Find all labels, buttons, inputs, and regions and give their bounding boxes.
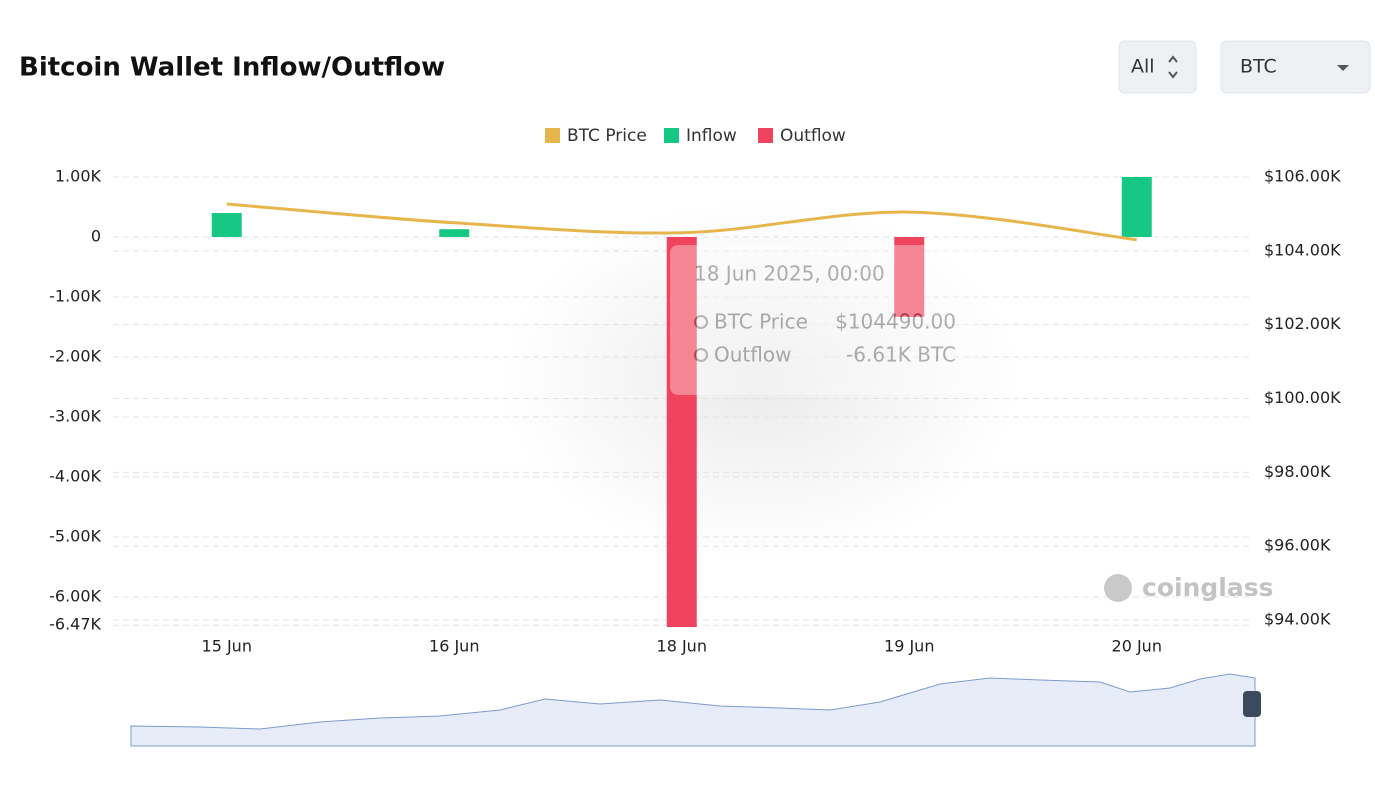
watermark: coinglass (1142, 573, 1273, 602)
y2-tick-label: $94.00K (1264, 610, 1331, 629)
x-tick-label: 19 Jun (884, 637, 934, 656)
y-tick-label: -5.00K (49, 527, 101, 546)
y2-tick-label: $96.00K (1264, 536, 1331, 555)
y2-tick-label: $102.00K (1264, 314, 1341, 333)
y2-tick-label: $100.00K (1264, 388, 1341, 407)
y-tick-label: -2.00K (49, 347, 101, 366)
plot-area (211, 177, 1152, 627)
y2-tick-label: $98.00K (1264, 462, 1331, 481)
bar (894, 237, 925, 317)
bar (439, 229, 470, 237)
tooltip-value: $104490.00 (835, 310, 956, 334)
navigator-area (130, 673, 1256, 747)
range-label: All (1131, 56, 1155, 78)
select-icon (1168, 55, 1178, 79)
watermark-logo (1104, 574, 1132, 602)
tooltip-box (670, 245, 980, 395)
tooltip-key: Outflow (714, 343, 791, 367)
bar (666, 237, 697, 627)
tooltip-dot (694, 315, 708, 329)
chart-title: Bitcoin Wallet Inflow/Outflow (19, 53, 445, 83)
price-line (226, 202, 1137, 242)
range-select[interactable] (1118, 40, 1197, 94)
legend-label: Outflow (780, 126, 846, 146)
y2-tick-label: $104.00K (1264, 240, 1341, 259)
y-tick-label: -4.00K (49, 467, 101, 486)
bar (1121, 177, 1152, 237)
tooltip-key: BTC Price (714, 310, 808, 334)
tooltip: 18 Jun 2025, 00:00 BTC Price $104490.00 … (670, 245, 980, 395)
legend-swatch (664, 128, 679, 143)
y-tick-label: -6.47K (49, 615, 101, 634)
asset-label: BTC (1240, 56, 1277, 78)
legend-swatch (545, 128, 560, 143)
y-tick-label: -6.00K (49, 587, 101, 606)
x-tick-label: 20 Jun (1112, 637, 1162, 656)
tooltip-dot (694, 348, 708, 362)
y2-tick-label: $106.00K (1264, 167, 1341, 186)
asset-select[interactable] (1220, 40, 1371, 94)
x-tick-label: 18 Jun (657, 637, 707, 656)
dropdown-icon (1337, 65, 1349, 71)
legend-label: Inflow (686, 126, 737, 146)
tooltip-title: 18 Jun 2025, 00:00 (694, 262, 885, 286)
marks: 1.00K 0 -1.00K -2.00K -3.00K -4.00K -5.00K -6.0… (49, 126, 1341, 656)
tooltip-shadow (500, 200, 1020, 560)
x-tick-label: 16 Jun (429, 637, 479, 656)
y-tick-label: -1.00K (49, 287, 101, 306)
navigator-handle[interactable] (1243, 691, 1261, 717)
tooltip-value: -6.61K BTC (846, 343, 956, 367)
y-tick-label: 0 (91, 227, 101, 246)
y-tick-label: -3.00K (49, 407, 101, 426)
legend-swatch (758, 128, 773, 143)
y-tick-label: 1.00K (55, 167, 102, 186)
x-tick-label: 15 Jun (202, 637, 252, 656)
legend-label: BTC Price (567, 126, 647, 146)
bar (211, 213, 242, 237)
